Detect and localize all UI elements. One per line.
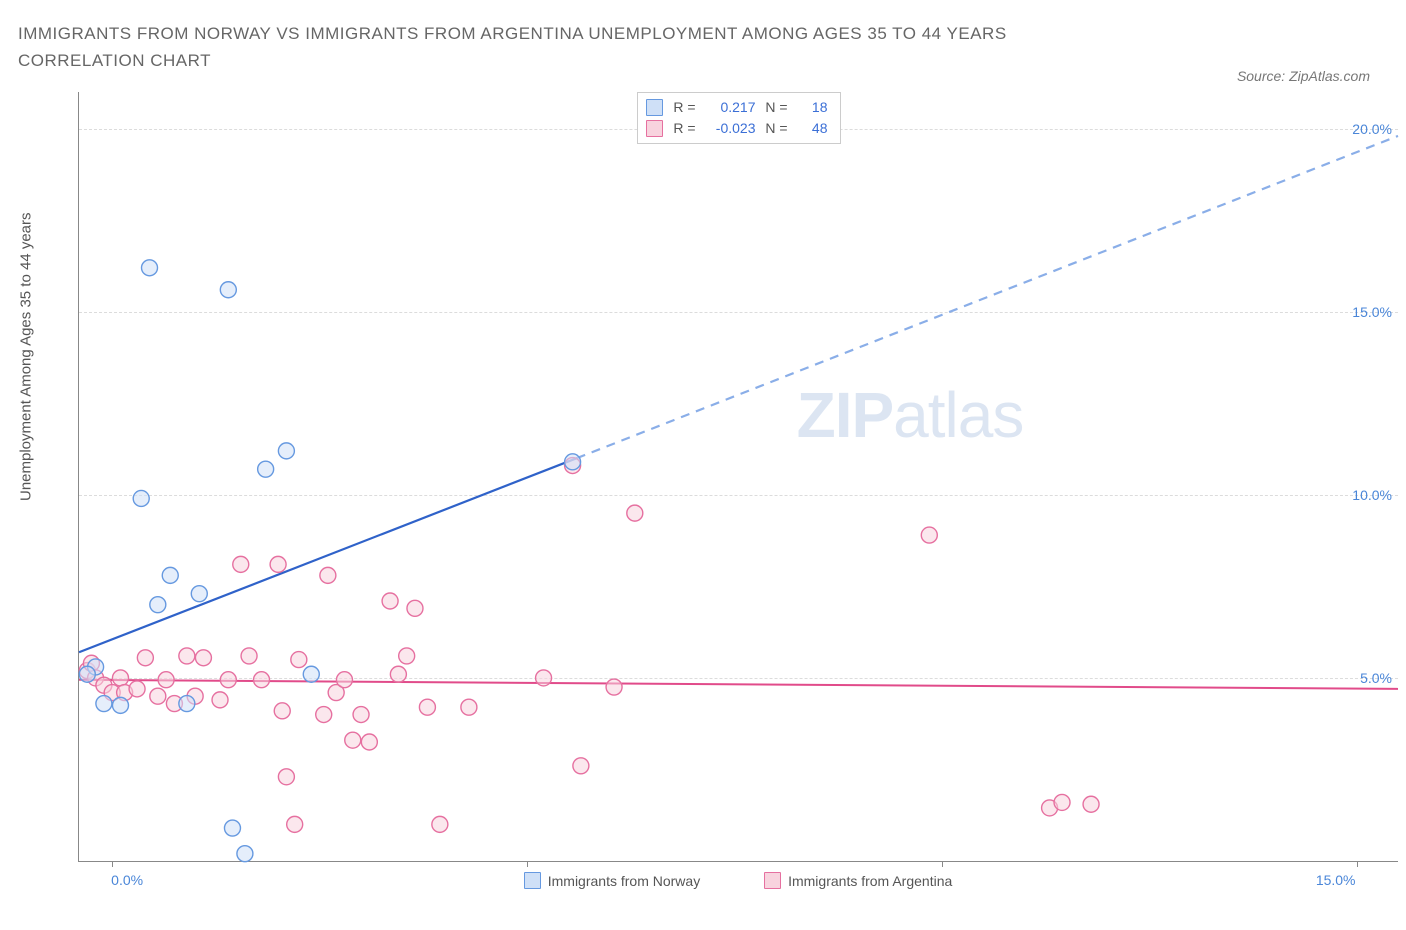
data-point [241, 648, 257, 664]
x-tick [527, 861, 528, 867]
data-point [212, 692, 228, 708]
data-point [258, 461, 274, 477]
swatch-argentina-icon [646, 120, 663, 137]
x-tick-label: 0.0% [111, 872, 143, 888]
data-point [150, 688, 166, 704]
legend-label-norway: Immigrants from Norway [548, 873, 700, 889]
data-point [419, 699, 435, 715]
data-point [112, 697, 128, 713]
data-point [79, 666, 95, 682]
data-point [1083, 796, 1099, 812]
x-tick [112, 861, 113, 867]
data-point [627, 505, 643, 521]
data-point [565, 454, 581, 470]
y-axis-label: Unemployment Among Ages 35 to 44 years [18, 212, 35, 501]
data-point [162, 567, 178, 583]
data-point [921, 527, 937, 543]
r-value-norway: 0.217 [700, 97, 756, 118]
data-point [353, 707, 369, 723]
data-point [150, 597, 166, 613]
data-point [274, 703, 290, 719]
trend-line [79, 680, 1398, 689]
data-point [112, 670, 128, 686]
x-tick [1357, 861, 1358, 867]
data-point [270, 556, 286, 572]
n-value-argentina: 48 [792, 118, 828, 139]
trend-line [79, 458, 577, 652]
data-point [303, 666, 319, 682]
data-point [382, 593, 398, 609]
data-point [195, 650, 211, 666]
data-point [361, 734, 377, 750]
legend-item-norway: Immigrants from Norway [524, 872, 700, 889]
data-point [432, 816, 448, 832]
data-point [278, 443, 294, 459]
r-label: R = [668, 97, 696, 118]
data-point [336, 672, 352, 688]
data-point [254, 672, 270, 688]
data-point [129, 681, 145, 697]
data-point [287, 816, 303, 832]
trend-line [577, 136, 1398, 458]
data-point [142, 260, 158, 276]
data-point [158, 672, 174, 688]
data-point [407, 600, 423, 616]
data-point [96, 696, 112, 712]
chart-title: IMMIGRANTS FROM NORWAY VS IMMIGRANTS FRO… [18, 20, 1138, 74]
legend-label-argentina: Immigrants from Argentina [788, 873, 952, 889]
data-point [237, 846, 253, 862]
data-point [399, 648, 415, 664]
r-label: R = [668, 118, 696, 139]
data-point [536, 670, 552, 686]
n-label: N = [760, 97, 788, 118]
source-attribution: Source: ZipAtlas.com [1237, 68, 1370, 84]
scatter-svg [79, 92, 1398, 861]
data-point [606, 679, 622, 695]
data-point [320, 567, 336, 583]
n-value-norway: 18 [792, 97, 828, 118]
data-point [179, 648, 195, 664]
data-point [220, 282, 236, 298]
data-point [220, 672, 236, 688]
data-point [345, 732, 361, 748]
stats-legend-box: R = 0.217 N = 18 R = -0.023 N = 48 [637, 92, 841, 144]
bottom-legend: Immigrants from Norway Immigrants from A… [78, 872, 1398, 892]
data-point [179, 696, 195, 712]
stats-row-argentina: R = -0.023 N = 48 [646, 118, 828, 139]
data-point [461, 699, 477, 715]
data-point [191, 586, 207, 602]
data-point [390, 666, 406, 682]
data-point [224, 820, 240, 836]
data-point [316, 707, 332, 723]
chart-container: Unemployment Among Ages 35 to 44 years R… [18, 92, 1398, 910]
data-point [1054, 794, 1070, 810]
plot-area: R = 0.217 N = 18 R = -0.023 N = 48 ZIPat… [78, 92, 1398, 862]
r-value-argentina: -0.023 [700, 118, 756, 139]
x-tick-label: 15.0% [1316, 872, 1356, 888]
data-point [291, 652, 307, 668]
stats-row-norway: R = 0.217 N = 18 [646, 97, 828, 118]
swatch-norway-icon [524, 872, 541, 889]
data-point [137, 650, 153, 666]
data-point [233, 556, 249, 572]
n-label: N = [760, 118, 788, 139]
data-point [573, 758, 589, 774]
swatch-norway-icon [646, 99, 663, 116]
x-tick [942, 861, 943, 867]
swatch-argentina-icon [764, 872, 781, 889]
legend-item-argentina: Immigrants from Argentina [764, 872, 952, 889]
data-point [278, 769, 294, 785]
data-point [133, 490, 149, 506]
